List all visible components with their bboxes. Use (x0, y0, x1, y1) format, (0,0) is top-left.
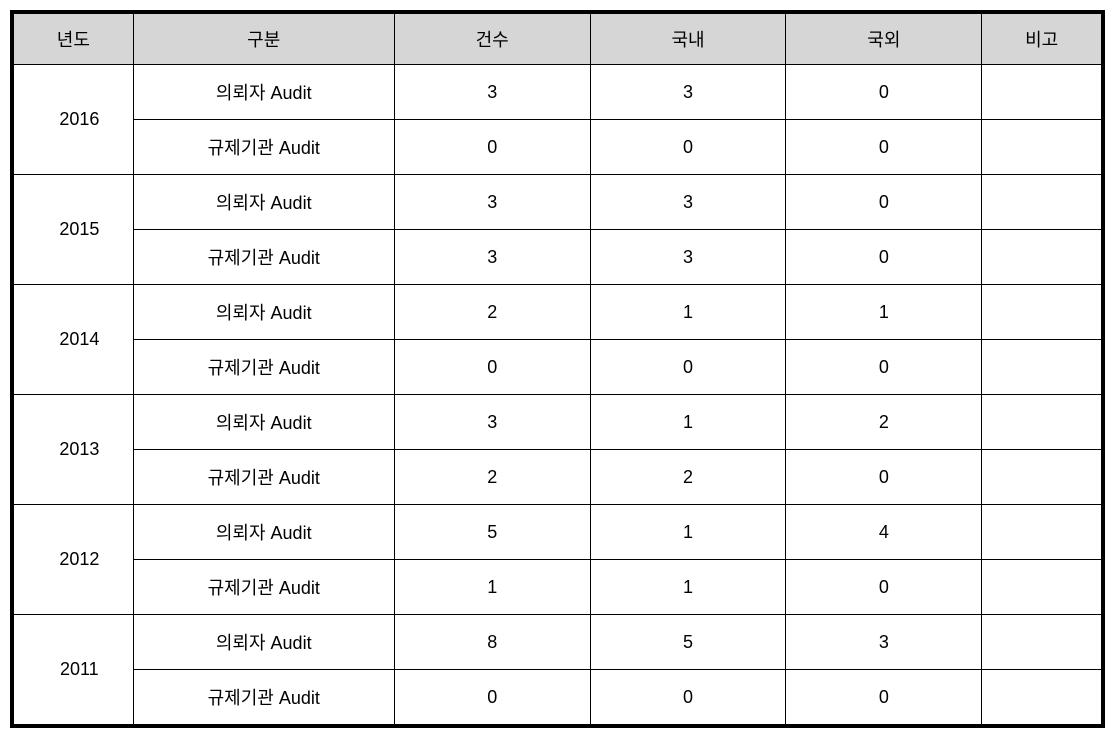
category-cell: 규제기관 Audit (133, 120, 394, 175)
domestic-cell: 1 (590, 285, 786, 340)
category-cell: 의뢰자 Audit (133, 395, 394, 450)
category-cell: 규제기관 Audit (133, 340, 394, 395)
foreign-cell: 3 (786, 615, 982, 670)
category-cell: 의뢰자 Audit (133, 175, 394, 230)
note-cell (982, 395, 1102, 450)
table-row: 규제기관 Audit 3 3 0 (14, 230, 1102, 285)
note-cell (982, 340, 1102, 395)
foreign-cell: 0 (786, 65, 982, 120)
audit-table-container: 년도 구분 건수 국내 국외 비고 2016 의뢰자 Audit 3 3 0 규… (10, 10, 1105, 728)
table-row: 2015 의뢰자 Audit 3 3 0 (14, 175, 1102, 230)
note-cell (982, 615, 1102, 670)
category-cell: 의뢰자 Audit (133, 505, 394, 560)
header-domestic: 국내 (590, 14, 786, 65)
table-body: 2016 의뢰자 Audit 3 3 0 규제기관 Audit 0 0 0 20… (14, 65, 1102, 725)
count-cell: 2 (394, 285, 590, 340)
year-cell: 2015 (14, 175, 134, 285)
count-cell: 3 (394, 230, 590, 285)
domestic-cell: 3 (590, 65, 786, 120)
count-cell: 5 (394, 505, 590, 560)
table-row: 규제기관 Audit 0 0 0 (14, 120, 1102, 175)
year-cell: 2012 (14, 505, 134, 615)
header-count: 건수 (394, 14, 590, 65)
count-cell: 0 (394, 670, 590, 725)
note-cell (982, 120, 1102, 175)
count-cell: 8 (394, 615, 590, 670)
header-foreign: 국외 (786, 14, 982, 65)
category-cell: 규제기관 Audit (133, 560, 394, 615)
domestic-cell: 0 (590, 670, 786, 725)
domestic-cell: 1 (590, 395, 786, 450)
header-year: 년도 (14, 14, 134, 65)
note-cell (982, 670, 1102, 725)
table-row: 규제기관 Audit 0 0 0 (14, 340, 1102, 395)
year-cell: 2014 (14, 285, 134, 395)
table-row: 2013 의뢰자 Audit 3 1 2 (14, 395, 1102, 450)
category-cell: 의뢰자 Audit (133, 65, 394, 120)
category-cell: 규제기관 Audit (133, 450, 394, 505)
year-cell: 2016 (14, 65, 134, 175)
foreign-cell: 0 (786, 560, 982, 615)
note-cell (982, 65, 1102, 120)
year-cell: 2013 (14, 395, 134, 505)
header-note: 비고 (982, 14, 1102, 65)
foreign-cell: 0 (786, 120, 982, 175)
category-cell: 규제기관 Audit (133, 670, 394, 725)
table-row: 규제기관 Audit 0 0 0 (14, 670, 1102, 725)
foreign-cell: 0 (786, 230, 982, 285)
audit-table: 년도 구분 건수 국내 국외 비고 2016 의뢰자 Audit 3 3 0 규… (13, 13, 1102, 725)
foreign-cell: 0 (786, 670, 982, 725)
header-category: 구분 (133, 14, 394, 65)
foreign-cell: 1 (786, 285, 982, 340)
table-row: 규제기관 Audit 1 1 0 (14, 560, 1102, 615)
table-row: 규제기관 Audit 2 2 0 (14, 450, 1102, 505)
note-cell (982, 560, 1102, 615)
domestic-cell: 1 (590, 560, 786, 615)
note-cell (982, 230, 1102, 285)
year-cell: 2011 (14, 615, 134, 725)
note-cell (982, 285, 1102, 340)
category-cell: 의뢰자 Audit (133, 615, 394, 670)
foreign-cell: 2 (786, 395, 982, 450)
count-cell: 3 (394, 395, 590, 450)
domestic-cell: 2 (590, 450, 786, 505)
count-cell: 2 (394, 450, 590, 505)
table-row: 2011 의뢰자 Audit 8 5 3 (14, 615, 1102, 670)
foreign-cell: 0 (786, 450, 982, 505)
foreign-cell: 4 (786, 505, 982, 560)
domestic-cell: 0 (590, 120, 786, 175)
note-cell (982, 450, 1102, 505)
table-row: 2012 의뢰자 Audit 5 1 4 (14, 505, 1102, 560)
foreign-cell: 0 (786, 175, 982, 230)
domestic-cell: 3 (590, 175, 786, 230)
table-row: 2016 의뢰자 Audit 3 3 0 (14, 65, 1102, 120)
category-cell: 규제기관 Audit (133, 230, 394, 285)
count-cell: 0 (394, 340, 590, 395)
domestic-cell: 1 (590, 505, 786, 560)
note-cell (982, 505, 1102, 560)
category-cell: 의뢰자 Audit (133, 285, 394, 340)
foreign-cell: 0 (786, 340, 982, 395)
count-cell: 0 (394, 120, 590, 175)
count-cell: 3 (394, 65, 590, 120)
note-cell (982, 175, 1102, 230)
domestic-cell: 0 (590, 340, 786, 395)
domestic-cell: 5 (590, 615, 786, 670)
table-header: 년도 구분 건수 국내 국외 비고 (14, 14, 1102, 65)
header-row: 년도 구분 건수 국내 국외 비고 (14, 14, 1102, 65)
count-cell: 3 (394, 175, 590, 230)
domestic-cell: 3 (590, 230, 786, 285)
count-cell: 1 (394, 560, 590, 615)
table-row: 2014 의뢰자 Audit 2 1 1 (14, 285, 1102, 340)
